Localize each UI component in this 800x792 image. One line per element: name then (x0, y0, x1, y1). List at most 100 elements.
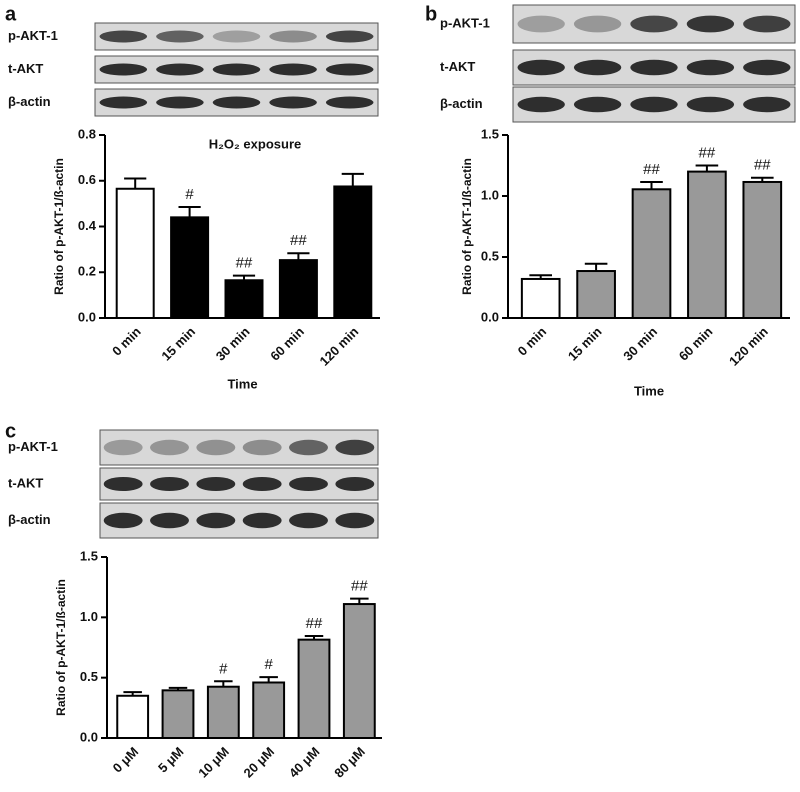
y-tick-label: 0.5 (80, 669, 98, 684)
blot-band (196, 439, 236, 456)
bar (297, 638, 331, 740)
blot-band (156, 30, 204, 43)
blot-band (212, 96, 261, 109)
blot-band (289, 476, 328, 492)
bar (333, 185, 373, 319)
x-tick-label: 120 min (726, 324, 771, 369)
significance-mark: ## (351, 578, 368, 595)
blot-band (335, 439, 375, 456)
x-tick-label: 5 μM (155, 744, 187, 776)
blot-label: t-AKT (8, 61, 43, 76)
significance-mark: ## (754, 157, 771, 174)
blot-band (289, 512, 328, 529)
blot-band (156, 96, 204, 109)
bar (742, 180, 783, 319)
significance-mark: # (264, 656, 273, 673)
blot-band (99, 63, 148, 76)
blot-band (289, 439, 328, 456)
y-tick-label: 1.5 (80, 548, 98, 563)
blot-band (630, 15, 678, 33)
blot-band (517, 96, 565, 113)
x-tick-label: 0 min (515, 324, 550, 359)
blot-band (573, 59, 622, 76)
blot-frame (99, 467, 379, 501)
bar (687, 170, 727, 319)
y-axis-label: Ratio of p-AKT-1/ß-actin (52, 158, 66, 295)
x-tick-label: 15 min (565, 324, 605, 364)
y-tick-label: 0.2 (78, 264, 96, 279)
blot-band (743, 59, 791, 76)
bar (278, 259, 318, 319)
significance-mark: # (185, 186, 194, 203)
y-tick-label: 1.0 (481, 187, 499, 202)
significance-mark: ## (699, 144, 716, 161)
y-tick-label: 0.0 (481, 309, 499, 324)
x-tick-label: 40 μM (286, 744, 323, 781)
blot-band (517, 15, 565, 33)
x-tick-label: 0 min (109, 324, 144, 359)
x-tick-label: 30 min (213, 324, 253, 364)
bar (116, 694, 150, 739)
blot-band (242, 476, 282, 492)
blot-band (269, 96, 317, 109)
bar (170, 216, 210, 320)
blot-label: p-AKT-1 (8, 28, 58, 43)
blot-band (325, 96, 374, 109)
blot-label: t-AKT (440, 59, 475, 74)
bar (206, 685, 240, 740)
x-tick-label: 0 μM (110, 744, 142, 776)
blot-band (335, 476, 375, 492)
bar (631, 188, 672, 319)
blot-band (212, 63, 261, 76)
bar (252, 681, 286, 740)
blot-band (517, 59, 565, 76)
blot-band (269, 30, 317, 43)
blot-band (686, 59, 735, 76)
blot-band (269, 63, 317, 76)
blot-band (103, 439, 143, 456)
bar (224, 279, 264, 320)
x-tick-label: 60 min (267, 324, 307, 364)
bar (576, 270, 616, 319)
blot-band (630, 96, 678, 113)
panel-letter: b (425, 3, 437, 25)
blot-band (99, 96, 148, 109)
significance-mark: ## (643, 161, 660, 178)
significance-mark: ## (236, 255, 253, 272)
blot-band (743, 96, 791, 113)
x-tick-label: 30 min (620, 324, 660, 364)
blot-band (242, 512, 282, 529)
y-tick-label: 0.6 (78, 172, 96, 187)
blot-label: β-actin (440, 96, 483, 111)
blot-band (150, 476, 189, 492)
blot-band (99, 30, 148, 43)
bar (342, 603, 376, 739)
blot-label: β-actin (8, 512, 51, 527)
y-tick-label: 0.0 (78, 309, 96, 324)
y-tick-label: 0.0 (80, 729, 98, 744)
y-tick-label: 1.0 (80, 609, 98, 624)
blot-band (335, 512, 375, 529)
blot-frame (99, 502, 379, 539)
y-tick-label: 0.4 (78, 218, 97, 233)
x-tick-label: 10 μM (195, 744, 232, 781)
significance-mark: # (219, 660, 228, 677)
blot-label: β-actin (8, 94, 51, 109)
y-tick-label: 1.5 (481, 126, 499, 141)
x-tick-label: 120 min (317, 324, 362, 369)
blot-band (150, 439, 189, 456)
blot-band (103, 512, 143, 529)
blot-frame (99, 429, 379, 466)
y-axis-label: Ratio of p-AKT-1/ß-actin (460, 158, 474, 295)
blot-band (743, 15, 791, 33)
blot-band (630, 59, 678, 76)
panel-letter: a (5, 3, 17, 25)
blot-band (573, 96, 622, 113)
bar (520, 277, 561, 319)
blot-band (150, 512, 189, 529)
blot-label: p-AKT-1 (440, 15, 490, 30)
bar (161, 689, 195, 740)
panel-letter: c (5, 420, 16, 442)
annotation: H₂O₂ exposure (209, 136, 301, 151)
